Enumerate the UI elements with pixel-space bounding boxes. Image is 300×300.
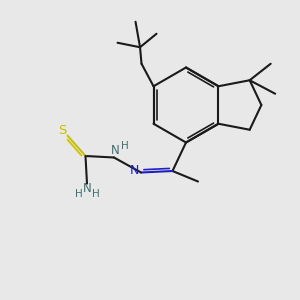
Text: H: H	[92, 189, 99, 199]
Text: N: N	[111, 144, 120, 158]
Text: S: S	[58, 124, 66, 137]
Text: N: N	[130, 164, 139, 178]
Text: N: N	[82, 182, 91, 196]
Text: H: H	[121, 141, 128, 151]
Text: H: H	[75, 189, 83, 199]
